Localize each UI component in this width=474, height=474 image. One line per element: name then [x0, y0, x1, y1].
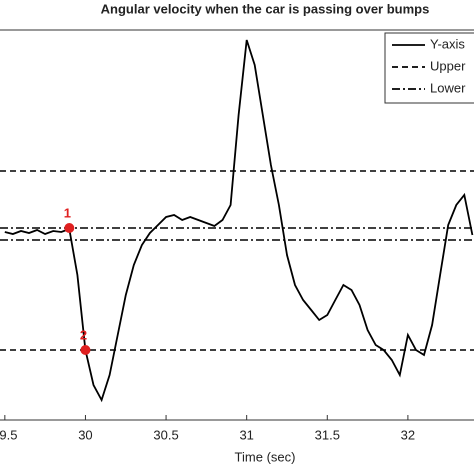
event-marker — [64, 223, 75, 233]
x-tick-label: 31.5 — [315, 427, 340, 442]
legend-label: Lower — [430, 80, 466, 95]
marker-label: 1 — [64, 205, 71, 220]
data-line — [4, 39, 474, 403]
x-tick-label: 30.5 — [153, 427, 178, 442]
x-tick-label: 29.5 — [0, 427, 17, 442]
x-tick-label: 31 — [239, 427, 253, 442]
x-axis-label: Time (sec) — [235, 449, 296, 464]
marker-label: 2 — [80, 327, 87, 342]
legend-label: Y-axis — [430, 36, 465, 51]
x-tick-label: 30 — [78, 427, 92, 442]
x-tick-label: 32 — [401, 427, 415, 442]
legend-box — [384, 32, 474, 104]
legend-label: Upper — [430, 58, 466, 73]
event-marker — [80, 345, 91, 355]
chart-title: Angular velocity when the car is passing… — [101, 1, 430, 16]
